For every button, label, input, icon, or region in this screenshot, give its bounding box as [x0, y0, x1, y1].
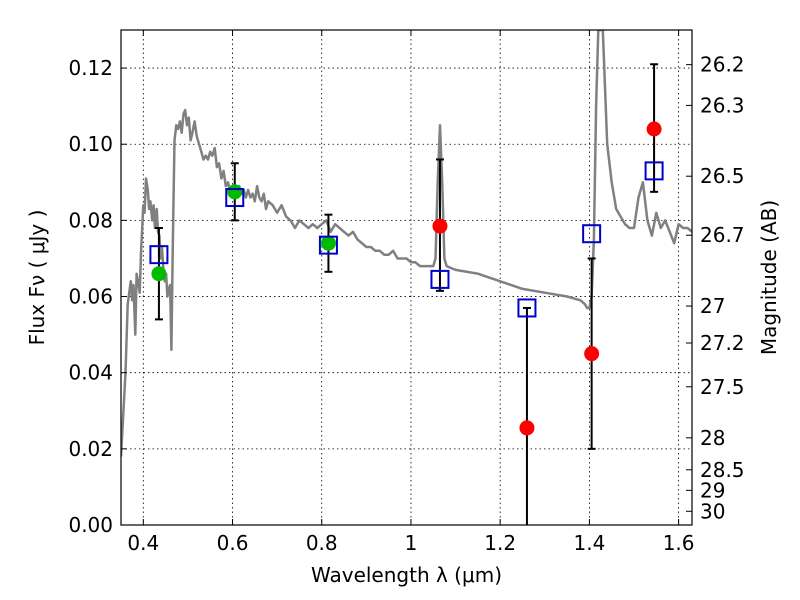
y-tick-label: 0.08	[68, 208, 113, 232]
model-flux-box	[149, 245, 169, 265]
right-tick-label: 26.3	[700, 93, 745, 117]
model-flux-box	[644, 161, 664, 181]
x-tick-label: 1.2	[484, 531, 516, 555]
observed-point	[584, 346, 600, 362]
x-tick-label: 1.6	[663, 531, 695, 555]
right-tick-label: 30	[700, 499, 725, 523]
x-axis-label: Wavelength λ (μm)	[311, 563, 502, 587]
right-tick-label: 26.7	[700, 223, 745, 247]
y-tick-label: 0.04	[68, 361, 113, 385]
right-axis-label: Magnitude (AB)	[757, 200, 781, 355]
right-tick-label: 28.5	[700, 458, 745, 482]
x-tick-label: 0.8	[306, 531, 338, 555]
axis-ticks: 0.4 0.6 0.8 1 1.2 1.4 1.6 0.00 0.02 0.04 0.06 0.08 0…	[68, 30, 745, 555]
x-tick-label: 0.6	[217, 531, 249, 555]
right-tick-label: 27	[700, 294, 725, 318]
model-flux-box	[318, 235, 338, 255]
data-markers	[149, 121, 664, 436]
right-tick-label: 27.5	[700, 375, 745, 399]
plot-frame	[120, 29, 693, 526]
right-tick-label: 28	[700, 426, 725, 450]
right-tick-label: 26.5	[700, 164, 745, 188]
observed-point	[432, 218, 448, 234]
y-axis-label: Flux Fν ( μJy )	[25, 210, 49, 346]
y-tick-label: 0.00	[68, 513, 113, 537]
model-flux-box	[225, 188, 245, 208]
x-tick-label: 1.4	[573, 531, 605, 555]
observed-point	[320, 235, 336, 251]
y-tick-label: 0.10	[68, 132, 113, 156]
right-tick-label: 29	[700, 478, 725, 502]
y-tick-label: 0.12	[68, 56, 113, 80]
model-spectrum	[121, 30, 692, 457]
right-tick-label: 27.2	[700, 331, 745, 355]
y-tick-label: 0.06	[68, 285, 113, 309]
error-bars	[154, 63, 659, 525]
grid	[121, 30, 692, 526]
observed-point	[646, 121, 662, 137]
observed-point	[519, 420, 535, 436]
x-tick-label: 0.4	[127, 531, 159, 555]
right-tick-label: 26.2	[700, 53, 745, 77]
model-spectrum-line	[121, 30, 692, 457]
model-flux-box	[430, 269, 450, 289]
y-tick-label: 0.02	[68, 437, 113, 461]
observed-point	[227, 184, 243, 200]
x-tick-label: 1	[405, 531, 418, 555]
model-flux-box	[517, 298, 537, 318]
model-flux-box	[582, 224, 602, 244]
observed-point	[151, 266, 167, 282]
